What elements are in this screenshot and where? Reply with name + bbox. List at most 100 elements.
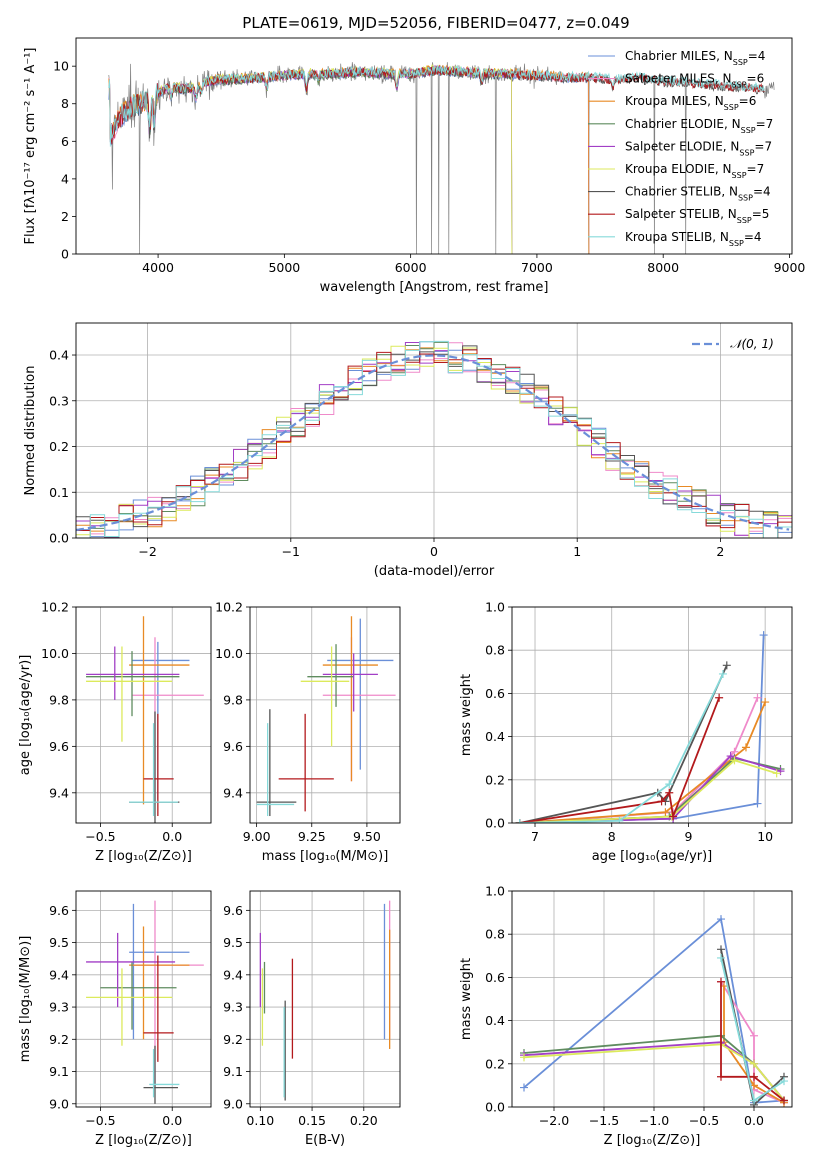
- mass-weight-line: [720, 957, 785, 1102]
- y-tick-label: 9.0: [223, 1096, 243, 1111]
- mass-vs-metallicity-panel: −0.5 0.0 9.0 9.1 9.2 9.3 9.4 9.5 9.6 Z [log₁₀(Z/Z…: [18, 890, 212, 1148]
- residual-histogram: [76, 349, 792, 538]
- y-tick-label: 10.2: [215, 600, 243, 615]
- x-tick-label: 0.20: [350, 1113, 378, 1128]
- mass-weight-line: [523, 917, 785, 1104]
- y-tick-label: 10.0: [41, 646, 69, 661]
- x-tick-label: 9.25: [298, 829, 326, 844]
- legend-entry: Salpeter ELODIE, NSSP=7: [625, 139, 772, 157]
- x-tick-label: 9.50: [353, 829, 381, 844]
- mass-weight-line: [519, 664, 728, 823]
- y-tick-label: 9.3: [223, 1000, 243, 1015]
- legend-entry: Chabrier MILES, NSSP=4: [625, 49, 765, 67]
- y-tick-label: 10.0: [215, 646, 243, 661]
- y-axis-label: mass [log₁₀(M/M⊙)]: [18, 936, 33, 1063]
- y-tick-label: 9.5: [223, 935, 243, 950]
- error-bar-point: [132, 900, 204, 1088]
- y-tick-label: 9.2: [223, 1032, 243, 1047]
- x-axis-label: (data-model)/error: [374, 564, 495, 579]
- observed-spectrum: [108, 62, 775, 254]
- mass-weight-marker: [715, 693, 724, 702]
- y-tick-label: 0.6: [485, 686, 505, 701]
- error-bar-point: [143, 713, 174, 817]
- x-axis-label: Z [log₁₀(Z/Z⊙)]: [95, 1133, 192, 1148]
- mass-weight-marker: [726, 752, 735, 761]
- massweight-vs-age-panel: 7 8 9 10 0.0 0.2 0.4 0.6 0.8 1.0 age [log₁₀(age/yr…: [459, 600, 793, 864]
- y-tick-label: 9.8: [49, 692, 69, 707]
- plot-area: [86, 616, 204, 823]
- x-tick-label: 5000: [268, 260, 300, 275]
- grid: [512, 890, 792, 1108]
- y-tick-label: 0.4: [485, 1013, 505, 1028]
- axes-frame: [75, 37, 793, 255]
- mass-weight-marker: [750, 1096, 758, 1105]
- error-bar-point: [86, 651, 180, 717]
- y-tick-label: 6: [61, 134, 69, 149]
- mass-weight-line: [519, 701, 767, 823]
- x-tick-label: 2: [716, 544, 724, 559]
- y-tick-label: 9.6: [223, 739, 243, 754]
- y-tick-label: 9.6: [49, 739, 69, 754]
- y-tick-label: 9.8: [223, 692, 243, 707]
- x-tick-label: 0.0: [162, 829, 182, 844]
- plot-area: [76, 340, 792, 538]
- x-tick-label: 0.10: [246, 1113, 274, 1128]
- y-axis-label: age [log₁₀(age/yr)]: [18, 655, 33, 776]
- y-tick-label: 0.3: [49, 393, 69, 408]
- axes-frame: [511, 606, 793, 824]
- y-tick-label: 9.1: [49, 1064, 69, 1079]
- mass-weight-marker: [615, 816, 624, 823]
- error-bar-point: [278, 713, 334, 812]
- error-bar-point: [86, 646, 180, 700]
- plot-area: [256, 616, 396, 817]
- mass-weight-marker: [753, 799, 762, 808]
- plot-area: [259, 900, 391, 1101]
- mass-weight-marker: [661, 808, 670, 817]
- mass-weight-marker: [520, 1053, 528, 1062]
- y-tick-label: 0.4: [485, 729, 505, 744]
- mass-weight-marker: [750, 1031, 758, 1040]
- x-axis-label: Z [log₁₀(Z/Z⊙)]: [95, 849, 192, 864]
- y-tick-label: 0.4: [49, 348, 69, 363]
- mass-weight-marker: [665, 780, 674, 789]
- model-spectrum-line: [108, 65, 590, 254]
- mass-weight-marker: [515, 819, 524, 823]
- error-bar-point: [129, 723, 178, 817]
- plot-area: [520, 915, 788, 1107]
- error-bar-point: [143, 955, 174, 1062]
- residual-histogram: [76, 340, 792, 538]
- y-tick-label: 9.2: [49, 1032, 69, 1047]
- mass-weight-marker: [759, 631, 768, 640]
- x-tick-label: −1: [282, 544, 300, 559]
- x-axis-label: Z [log₁₀(Z/Z⊙)]: [604, 1133, 701, 1148]
- y-tick-label: 9.4: [223, 785, 243, 800]
- error-bar-point: [100, 961, 177, 1030]
- axes-frame: [511, 890, 793, 1108]
- x-tick-label: 10: [757, 829, 773, 844]
- grid: [250, 891, 400, 1107]
- y-tick-label: 0.0: [485, 1100, 505, 1115]
- mass-weight-marker: [750, 1059, 758, 1068]
- error-bar-point: [300, 646, 350, 747]
- y-axis-label: Normed distribution: [23, 366, 38, 496]
- x-tick-label: 9000: [774, 260, 806, 275]
- mass-weight-marker: [750, 1072, 758, 1081]
- y-tick-label: 1.0: [485, 600, 505, 615]
- x-tick-label: −0.5: [85, 1113, 115, 1128]
- y-tick-label: 0.0: [49, 531, 69, 546]
- y-tick-label: 0.1: [49, 485, 69, 500]
- y-tick-label: 0.0: [485, 816, 505, 831]
- error-bar-point: [129, 926, 190, 1040]
- legend-entry: 𝒩(0, 1): [730, 337, 774, 351]
- mass-weight-marker: [520, 1083, 528, 1092]
- x-tick-label: −1.0: [639, 1113, 669, 1128]
- mass-weight-line: [519, 673, 724, 823]
- x-tick-label: 9: [684, 829, 692, 844]
- x-tick-label: −1.5: [589, 1113, 619, 1128]
- y-tick-label: 0.2: [485, 772, 505, 787]
- error-bar-point: [86, 646, 173, 742]
- x-tick-label: −2: [138, 544, 156, 559]
- y-tick-label: 1.0: [485, 884, 505, 899]
- error-bar-point: [149, 1048, 180, 1098]
